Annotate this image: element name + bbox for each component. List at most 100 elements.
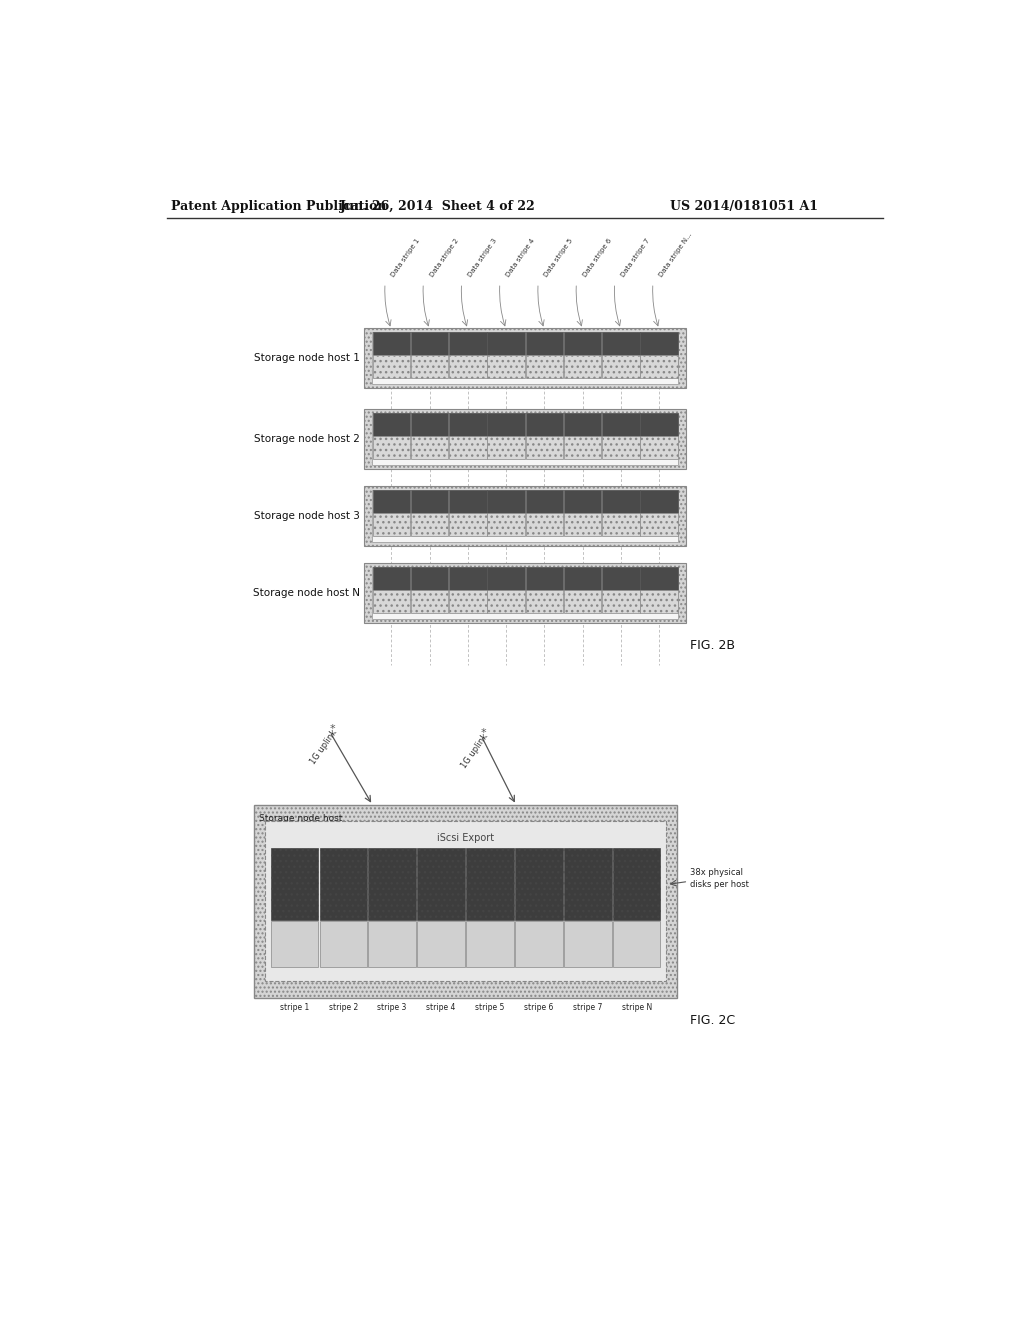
Bar	[373, 355, 410, 378]
Bar	[466, 847, 514, 920]
Bar	[372, 490, 678, 541]
Bar	[373, 590, 410, 612]
Bar	[411, 436, 449, 458]
Bar	[564, 355, 601, 378]
Text: stripe 4: stripe 4	[426, 1003, 456, 1012]
Text: Storage node host 2: Storage node host 2	[254, 434, 359, 444]
Text: Data stripe 6: Data stripe 6	[582, 238, 612, 277]
Bar	[411, 412, 449, 436]
Bar	[450, 512, 486, 536]
Bar	[411, 590, 449, 612]
Text: Jun. 26, 2014  Sheet 4 of 22: Jun. 26, 2014 Sheet 4 of 22	[340, 199, 536, 213]
Bar	[602, 355, 640, 378]
Text: physical
disk: physical disk	[380, 939, 404, 949]
Bar	[487, 436, 524, 458]
Bar	[450, 436, 486, 458]
Bar	[602, 566, 640, 590]
Text: Data stripe N...: Data stripe N...	[658, 231, 693, 277]
Bar	[487, 355, 524, 378]
Bar	[373, 331, 410, 355]
Text: stripe 6: stripe 6	[524, 1003, 554, 1012]
Bar	[373, 566, 410, 590]
Bar	[640, 512, 678, 536]
Bar	[372, 566, 678, 619]
Bar	[564, 847, 611, 920]
Bar	[254, 805, 677, 998]
Text: physical
disk: physical disk	[429, 939, 453, 949]
Bar	[564, 566, 601, 590]
Bar	[613, 847, 660, 920]
Text: Storage node host N: Storage node host N	[253, 587, 359, 598]
Text: Data stripe 7: Data stripe 7	[621, 238, 651, 277]
Text: stripe 7: stripe 7	[573, 1003, 602, 1012]
Bar	[564, 512, 601, 536]
Bar	[411, 331, 449, 355]
Text: Data stripe 1: Data stripe 1	[390, 238, 422, 277]
Bar	[515, 847, 562, 920]
Bar	[564, 490, 601, 512]
Bar	[602, 331, 640, 355]
Text: physical
disk: physical disk	[575, 939, 600, 949]
Bar	[525, 512, 563, 536]
Bar	[487, 412, 524, 436]
Bar	[411, 355, 449, 378]
Bar	[450, 566, 486, 590]
Bar	[525, 355, 563, 378]
Text: Storage node host 3: Storage node host 3	[254, 511, 359, 520]
Bar	[450, 331, 486, 355]
Bar	[487, 512, 524, 536]
Text: Storage node host: Storage node host	[259, 813, 342, 822]
Bar	[411, 566, 449, 590]
Text: Data stripe 3: Data stripe 3	[467, 238, 498, 277]
Bar	[640, 590, 678, 612]
Bar	[525, 412, 563, 436]
Bar	[319, 847, 367, 920]
Text: *: *	[481, 727, 486, 738]
Bar	[640, 355, 678, 378]
Bar	[373, 436, 410, 458]
Bar	[525, 331, 563, 355]
Bar	[613, 921, 660, 968]
Text: Data stripe 4: Data stripe 4	[505, 238, 537, 277]
Bar	[411, 512, 449, 536]
Bar	[450, 412, 486, 436]
Bar	[525, 490, 563, 512]
Text: physical
disk: physical disk	[526, 939, 551, 949]
Text: Data stripe 2: Data stripe 2	[429, 238, 460, 277]
Bar	[564, 412, 601, 436]
Text: stripe N: stripe N	[622, 1003, 652, 1012]
Text: 38x physical
disks per host: 38x physical disks per host	[690, 869, 749, 888]
Bar	[525, 566, 563, 590]
Text: 1G uplink: 1G uplink	[308, 729, 339, 767]
Text: stripe 3: stripe 3	[378, 1003, 407, 1012]
Bar	[265, 821, 666, 981]
Bar	[564, 921, 611, 968]
Bar	[602, 436, 640, 458]
Bar	[365, 562, 686, 623]
Text: stripe 2: stripe 2	[329, 1003, 357, 1012]
Bar	[450, 490, 486, 512]
Bar	[564, 331, 601, 355]
Bar	[372, 331, 678, 384]
Bar	[640, 566, 678, 590]
Bar	[564, 590, 601, 612]
Bar	[372, 412, 678, 465]
Bar	[270, 847, 318, 920]
Text: FIG. 2B: FIG. 2B	[690, 639, 735, 652]
Text: 1G uplink: 1G uplink	[460, 733, 490, 771]
Bar	[270, 921, 318, 968]
Bar	[450, 355, 486, 378]
Bar	[640, 412, 678, 436]
Bar	[525, 436, 563, 458]
Text: FIG. 2C: FIG. 2C	[690, 1014, 735, 1027]
Bar	[602, 512, 640, 536]
Text: Patent Application Publication: Patent Application Publication	[171, 199, 386, 213]
Bar	[487, 331, 524, 355]
Bar	[418, 847, 465, 920]
Text: stripe 5: stripe 5	[475, 1003, 505, 1012]
Bar	[487, 590, 524, 612]
Bar	[373, 512, 410, 536]
Bar	[373, 412, 410, 436]
Bar	[373, 490, 410, 512]
Text: physical
disk: physical disk	[478, 939, 502, 949]
